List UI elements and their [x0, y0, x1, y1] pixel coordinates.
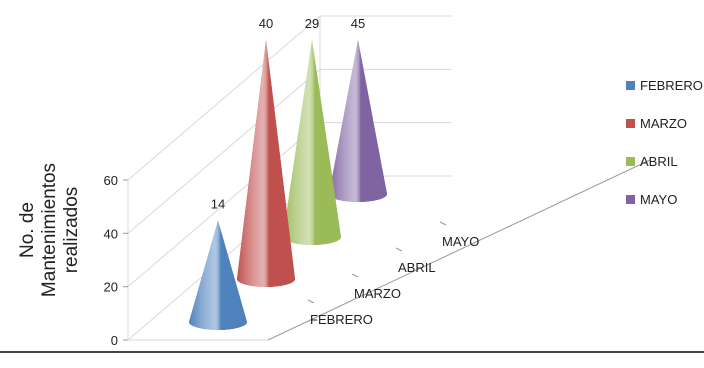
- cone-highlight: [237, 40, 295, 287]
- label-layer: No. deMantenimientosrealizados 45 29 40 14: [17, 16, 365, 297]
- depth-category-label: FEBRERO: [310, 312, 373, 327]
- cone-abril: [283, 40, 341, 245]
- y-axis-title-line: Mantenimientos: [39, 163, 60, 297]
- y-tick-label: 60: [104, 173, 118, 188]
- data-label: 45: [351, 16, 365, 31]
- cone-highlight: [189, 220, 247, 330]
- data-label: 40: [259, 16, 273, 31]
- legend-label: MAYO: [640, 192, 677, 207]
- legend-label: MARZO: [640, 116, 687, 131]
- data-label: 14: [211, 196, 225, 211]
- y-axis-title-line: realizados: [61, 187, 82, 274]
- gridline-side: [127, 68, 321, 234]
- legend-swatch: [626, 195, 635, 204]
- depth-category-label: ABRIL: [398, 260, 436, 275]
- legend-label: ABRIL: [640, 154, 678, 169]
- y-axis-title: No. deMantenimientosrealizados: [17, 163, 82, 297]
- data-label: 29: [305, 16, 319, 31]
- grid-layer: [127, 15, 452, 341]
- y-axis-title-line: No. de: [17, 202, 38, 258]
- y-tick-label: 40: [104, 226, 118, 241]
- y-tick-label: 20: [104, 280, 118, 295]
- gridline-side: [127, 122, 321, 288]
- legend-swatch: [626, 81, 635, 90]
- depth-tick-mark: [351, 273, 359, 278]
- legend-swatch: [626, 157, 635, 166]
- legend-label: FEBRERO: [640, 78, 703, 93]
- cone-febrero: [189, 220, 247, 330]
- cone-highlight: [283, 40, 341, 245]
- cone-highlight: [329, 40, 387, 202]
- depth-tick-mark: [395, 247, 403, 252]
- legend: FEBRERO MARZO ABRIL MAYO: [626, 78, 703, 207]
- y-tick-label: 0: [111, 333, 118, 348]
- gridline-side: [127, 15, 321, 181]
- cone-marzo: [237, 40, 295, 287]
- cone-layer: [189, 40, 387, 330]
- axis-layer: 0 20 40 60 FEBRERO MARZO ABRIL MAYO: [104, 159, 651, 348]
- cone-mayo: [329, 40, 387, 202]
- depth-category-label: MAYO: [442, 234, 479, 249]
- depth-category-label: MARZO: [354, 286, 401, 301]
- depth-axis-line: [267, 159, 651, 341]
- depth-tick-mark: [439, 221, 447, 226]
- legend-swatch: [626, 119, 635, 128]
- depth-tick-mark: [307, 299, 315, 304]
